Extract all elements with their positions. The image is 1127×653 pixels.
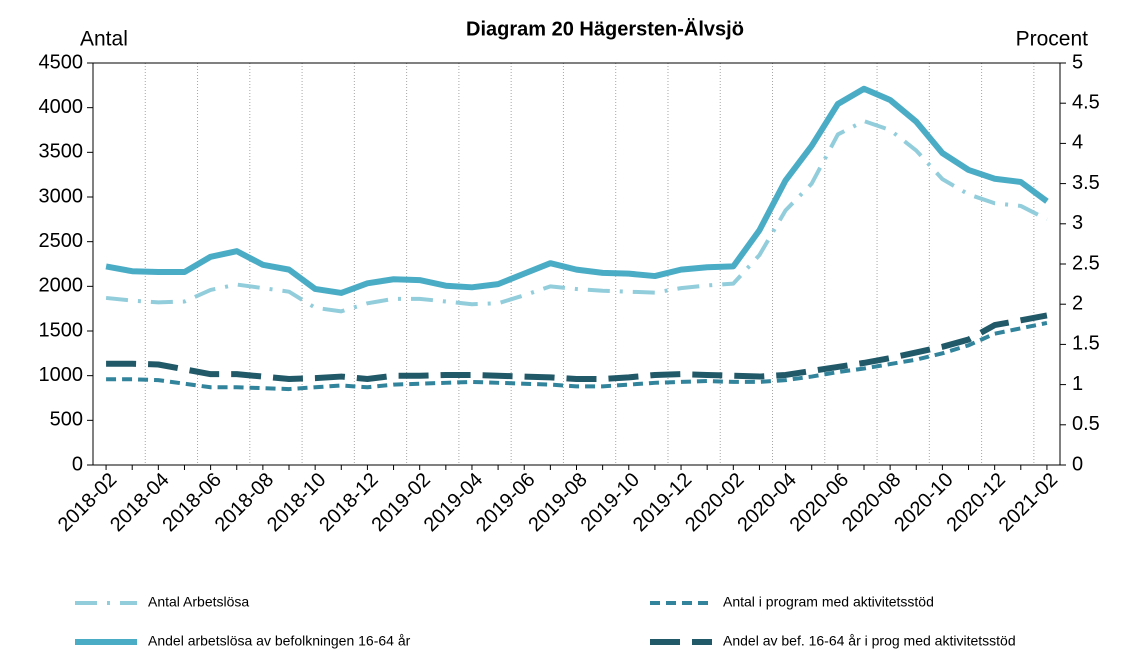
y-tick-label: 1000: [39, 364, 84, 386]
series-line: [105, 85, 1049, 296]
y-axis-label: Antal: [80, 28, 128, 51]
y-tick-label: 4500: [39, 51, 84, 73]
y-tick-label: 4000: [39, 96, 84, 118]
legend-label: Andel arbetslösa av befolkningen 16-64 å…: [148, 633, 411, 649]
y2-tick-label: 2.5: [1072, 252, 1100, 274]
legend-label: Andel av bef. 16-64 år i prog med aktivi…: [723, 633, 1016, 649]
legend-label: Antal i program med aktivitetsstöd: [723, 594, 934, 610]
y-tick-label: 3000: [39, 185, 84, 207]
y-tick-label: 3500: [39, 141, 84, 163]
legend-label: Antal Arbetslösa: [148, 594, 249, 610]
y2-tick-label: 3: [1072, 212, 1083, 234]
y2-tick-label: 1: [1072, 373, 1083, 395]
y2-tick-label: 0: [1072, 453, 1083, 475]
y-tick-label: 2000: [39, 275, 84, 297]
y2-tick-label: 3.5: [1072, 172, 1100, 194]
y2-tick-label: 4.5: [1072, 91, 1100, 113]
series-line: [106, 321, 1048, 392]
y2-tick-label: 4: [1072, 132, 1083, 154]
y-tick-label: 1500: [39, 319, 84, 341]
y2-tick-label: 5: [1072, 51, 1083, 73]
y2-tick-label: 0.5: [1072, 413, 1100, 435]
y2-tick-label: 2: [1072, 292, 1083, 314]
series-line: [106, 312, 1048, 382]
series-line: [105, 119, 1048, 314]
y2-axis-label: Procent: [1016, 28, 1089, 51]
y-tick-label: 500: [50, 409, 83, 431]
y-tick-label: 2500: [39, 230, 84, 252]
y-tick-label: 0: [72, 453, 83, 475]
x-tick-label: 2021-02: [995, 469, 1062, 536]
chart-title: Diagram 20 Hägersten-Älvsjö: [466, 17, 744, 40]
y2-tick-label: 1.5: [1072, 333, 1100, 355]
